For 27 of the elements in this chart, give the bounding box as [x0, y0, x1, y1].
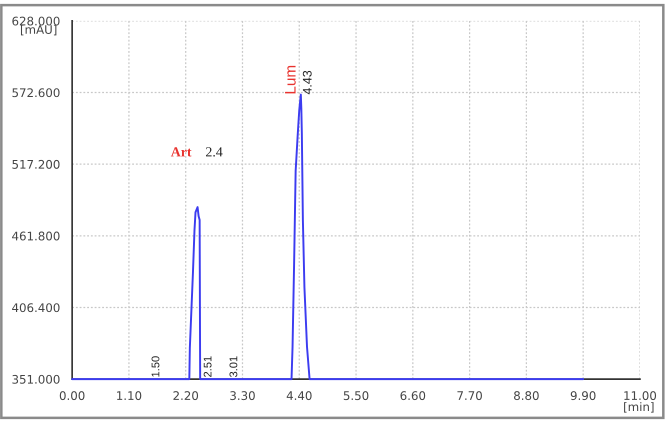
x-tick-label: 3.30	[230, 391, 255, 400]
annotation: 2.51	[204, 356, 212, 377]
x-tick-label: 2.20	[173, 391, 198, 400]
y-tick-label: 461.800	[12, 232, 60, 240]
x-tick-label: 11.00	[624, 391, 656, 400]
y-tick-label: 628.000	[12, 16, 60, 26]
x-tick-label: 0.00	[60, 391, 85, 400]
x-tick-label: 9.90	[570, 391, 596, 400]
annotation: 1.50	[152, 356, 160, 377]
y-tick-label: 572.600	[12, 88, 60, 98]
y-tick-label: 406.400	[12, 303, 60, 312]
x-tick-label: 8.80	[514, 391, 539, 400]
annotation: Art	[170, 147, 192, 157]
x-tick-label: 1.10	[117, 391, 142, 400]
x-tick-label: 4.40	[286, 391, 312, 400]
x-tick-label: 6.60	[400, 391, 426, 400]
line-series	[71, 94, 584, 380]
annotation: 4.43	[302, 70, 312, 94]
x-tick-label: 5.50	[344, 391, 368, 400]
annotation: 3.01	[229, 356, 238, 378]
y-tick-label: 517.200	[12, 160, 60, 169]
annotation: Lum	[285, 66, 296, 94]
x-axis-title: [min]	[624, 402, 654, 413]
annotation: 2.4	[206, 147, 223, 157]
x-tick-label: 7.70	[457, 391, 482, 400]
y-axis-title: [mAU]	[20, 24, 56, 36]
y-tick-label: 351.000	[12, 374, 60, 384]
